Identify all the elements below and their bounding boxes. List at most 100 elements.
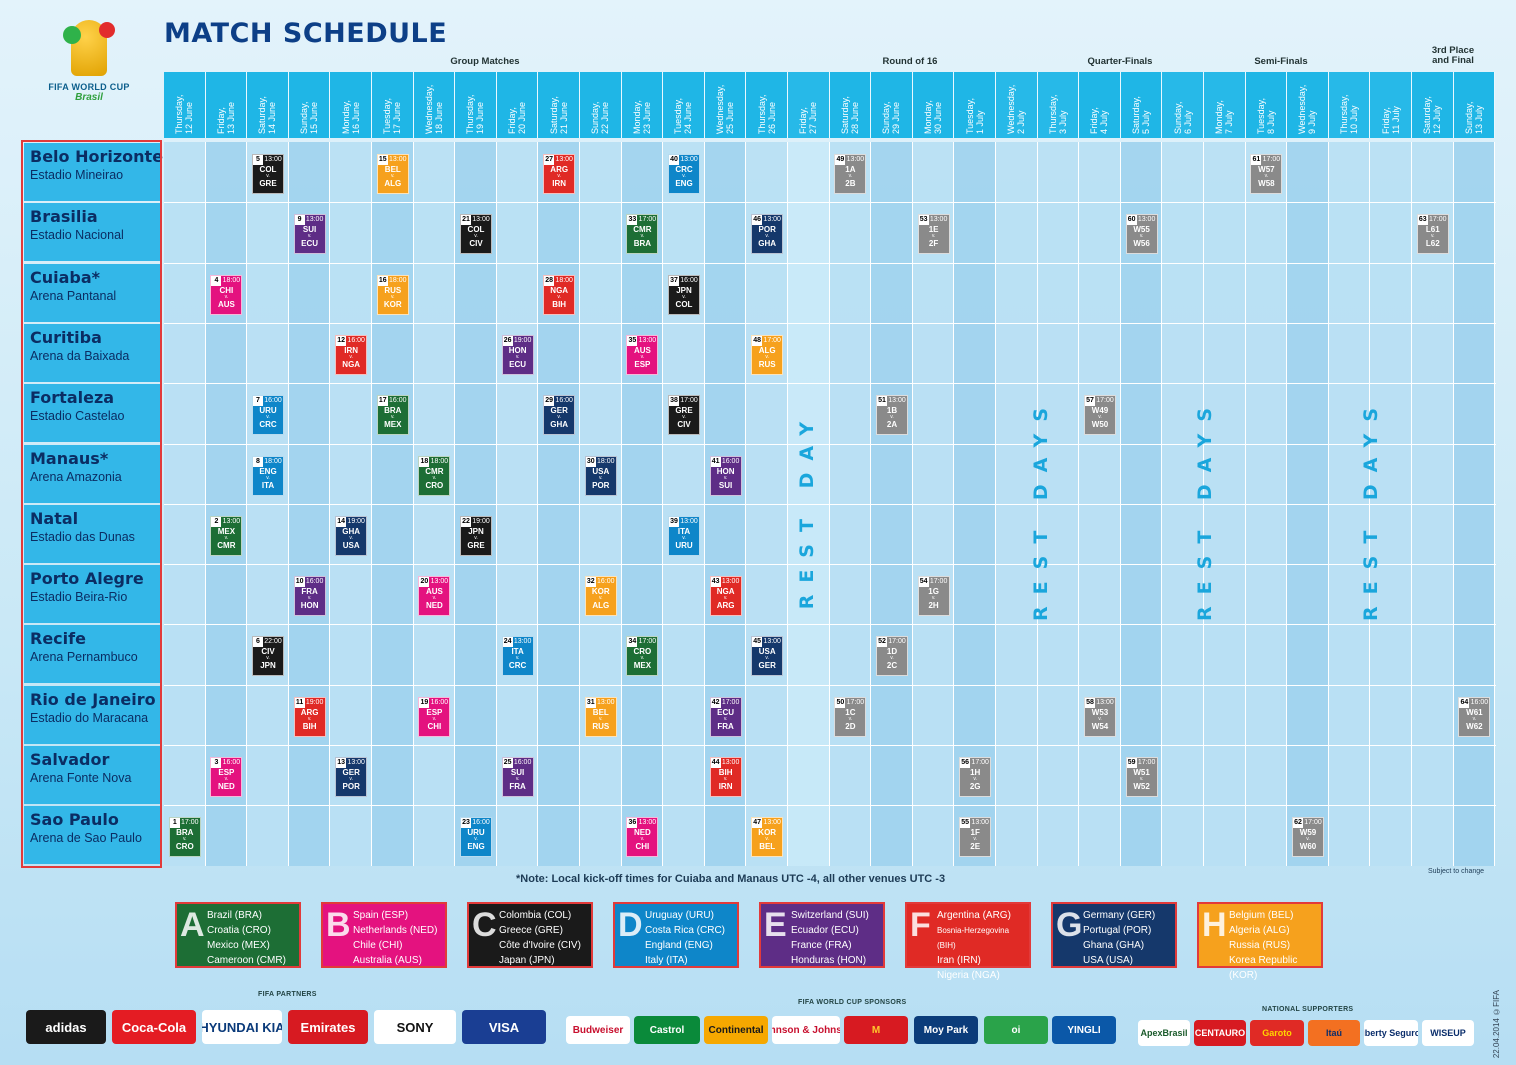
match-time: 18:00 — [264, 457, 282, 465]
match-card[interactable]: 10 16:00 FRA v. HON — [293, 576, 326, 617]
match-card[interactable]: 26 19:00 HON v. ECU — [501, 334, 534, 375]
group-team: Korea Republic (KOR) — [1229, 955, 1298, 981]
date-label: Wednesday, 2 July — [1006, 84, 1027, 134]
match-header: 45 13:00 — [752, 637, 782, 648]
match-card[interactable]: 22 19:00 JPN v. GRE — [460, 515, 492, 556]
group-team: Italy (ITA) — [645, 955, 688, 966]
match-card[interactable]: 32 16:00 KOR v. ALG — [584, 576, 617, 617]
match-card[interactable]: 29 16:00 GER v. GHA — [543, 395, 576, 436]
match-card[interactable]: 21 13:00 COL v. CIV — [460, 214, 492, 255]
match-header: 12 16:00 — [336, 335, 366, 346]
match-card[interactable]: 23 16:00 URU v. ENG — [460, 817, 492, 858]
match-card[interactable]: 47 13:00 KOR v. BEL — [751, 817, 784, 858]
match-card[interactable]: 6 22:00 CIV v. JPN — [252, 636, 284, 677]
match-card[interactable]: 19 16:00 ESP v. CHI — [418, 696, 451, 737]
date-label: Monday, 30 June — [923, 100, 944, 134]
match-card[interactable]: 42 17:00 ECU v. FRA — [709, 696, 742, 737]
match-card[interactable]: 3 16:00 ESP v. NED — [210, 757, 243, 797]
away-team: W50 — [1091, 420, 1109, 430]
match-card[interactable]: 52 17:00 1D v. 2C — [876, 636, 908, 677]
match-card[interactable]: 55 13:00 1F v. 2E — [959, 817, 992, 858]
match-card[interactable]: 8 18:00 ENG v. ITA — [252, 455, 284, 496]
match-number: 53 — [918, 215, 929, 226]
match-card[interactable]: 61 17:00 W57 v. W58 — [1250, 154, 1283, 194]
match-header: 29 16:00 — [544, 396, 574, 407]
sponsor-logo: adidas — [26, 1010, 106, 1044]
match-card[interactable]: 17 16:00 BRA v. MEX — [376, 395, 409, 436]
match-card[interactable]: 9 13:00 SUI v. ECU — [293, 214, 326, 255]
date-label: Thursday, 26 June — [756, 94, 777, 134]
home-team: ENG — [259, 466, 277, 476]
match-card[interactable]: 15 13:00 BEL v. ALG — [376, 154, 409, 194]
match-card[interactable]: 59 17:00 W51 v. W52 — [1125, 757, 1158, 797]
match-header: 17 16:00 — [377, 396, 408, 407]
match-card[interactable]: 34 17:00 CRO v. MEX — [626, 636, 659, 677]
sponsor-logo: M — [844, 1016, 908, 1044]
match-card[interactable]: 41 16:00 HON v. SUI — [709, 455, 742, 496]
match-card[interactable]: 35 13:00 AUS v. ESP — [626, 334, 659, 375]
match-card[interactable]: 27 13:00 ARG v. IRN — [543, 154, 576, 194]
match-card[interactable]: 36 13:00 NED v. CHI — [626, 817, 659, 858]
match-card[interactable]: 13 13:00 GER v. POR — [335, 757, 368, 797]
date-header: Saturday, 5 July — [1120, 72, 1163, 138]
match-card[interactable]: 31 13:00 BEL v. RUS — [584, 696, 617, 737]
match-card[interactable]: 4 18:00 CHI v. AUS — [210, 274, 243, 315]
match-card[interactable]: 60 13:00 W55 v. W56 — [1125, 214, 1158, 255]
match-number: 44 — [710, 758, 721, 768]
match-card[interactable]: 62 17:00 W59 v. W60 — [1292, 817, 1324, 858]
match-card[interactable]: 37 16:00 JPN v. COL — [668, 274, 700, 315]
venue-city: Manaus* — [30, 448, 109, 468]
match-card[interactable]: 14 19:00 GHA v. USA — [335, 515, 368, 556]
match-number: 36 — [627, 818, 638, 829]
date-label: Friday, 20 June — [507, 101, 528, 134]
match-card[interactable]: 12 16:00 IRN v. NGA — [335, 334, 368, 375]
home-team: BRA — [384, 406, 402, 416]
match-card[interactable]: 1 17:00 BRA v. CRO — [168, 817, 201, 858]
match-card[interactable]: 25 16:00 SUI v. FRA — [501, 757, 534, 797]
match-card[interactable]: 44 13:00 BIH v. IRN — [709, 757, 742, 797]
match-card[interactable]: 11 19:00 ARG v. BIH — [293, 696, 326, 737]
match-header: 16 18:00 — [377, 275, 408, 286]
match-card[interactable]: 64 16:00 W61 v. W62 — [1458, 696, 1491, 737]
match-header: 61 17:00 — [1251, 155, 1281, 165]
away-team: 2G — [969, 782, 981, 791]
match-card[interactable]: 45 13:00 USA v. GER — [751, 636, 784, 677]
match-card[interactable]: 7 16:00 URU v. CRC — [252, 395, 284, 436]
match-card[interactable]: 57 17:00 W49 v. W50 — [1084, 395, 1116, 436]
match-number: 24 — [502, 637, 513, 648]
match-card[interactable]: 49 13:00 1A v. 2B — [834, 154, 867, 194]
match-card[interactable]: 40 13:00 CRC v. ENG — [668, 154, 700, 194]
match-card[interactable]: 5 13:00 COL v. GRE — [252, 154, 284, 194]
match-card[interactable]: 53 13:00 1E v. 2F — [917, 214, 950, 255]
match-card[interactable]: 39 13:00 ITA v. URU — [668, 515, 700, 556]
match-number: 62 — [1293, 818, 1303, 829]
match-time: 17:00 — [888, 638, 906, 646]
date-label: Thursday, 19 June — [465, 94, 486, 134]
match-header: 15 13:00 — [377, 155, 408, 165]
match-card[interactable]: 16 18:00 RUS v. KOR — [376, 274, 409, 315]
away-team: ECU — [509, 359, 527, 369]
match-card[interactable]: 24 13:00 ITA v. CRC — [501, 636, 534, 677]
match-card[interactable]: 18 18:00 CMR v. CRO — [418, 455, 451, 496]
match-card[interactable]: 48 17:00 ALG v. RUS — [751, 334, 784, 375]
match-number: 41 — [710, 456, 721, 467]
match-card[interactable]: 33 17:00 CMR v. BRA — [626, 214, 659, 255]
sponsor-logo: CENTAURO — [1194, 1020, 1246, 1046]
match-card[interactable]: 56 17:00 1H v. 2G — [959, 757, 992, 797]
match-card[interactable]: 46 13:00 POR v. GHA — [751, 214, 784, 255]
match-card[interactable]: 38 17:00 GRE v. CIV — [668, 395, 700, 436]
venue-stadium: Arena de Sao Paulo — [30, 831, 142, 846]
match-card[interactable]: 63 17:00 L61 v. L62 — [1416, 214, 1449, 255]
match-card[interactable]: 50 17:00 1C v. 2D — [834, 696, 867, 737]
match-card[interactable]: 51 13:00 1B v. 2A — [876, 395, 908, 436]
home-team: BIH — [718, 768, 733, 777]
match-card[interactable]: 20 13:00 AUS v. NED — [418, 576, 451, 617]
match-card[interactable]: 58 13:00 W53 v. W54 — [1084, 696, 1116, 737]
match-card[interactable]: 2 13:00 MEX v. CMR — [210, 515, 243, 556]
match-time: 13:00 — [305, 216, 324, 224]
match-card[interactable]: 54 17:00 1G v. 2H — [917, 576, 950, 617]
match-card[interactable]: 43 13:00 NGA v. ARG — [709, 576, 742, 617]
match-card[interactable]: 28 18:00 NGA v. BIH — [543, 274, 576, 315]
match-card[interactable]: 30 18:00 USA v. POR — [584, 455, 617, 496]
versus-label: v. — [723, 715, 728, 722]
